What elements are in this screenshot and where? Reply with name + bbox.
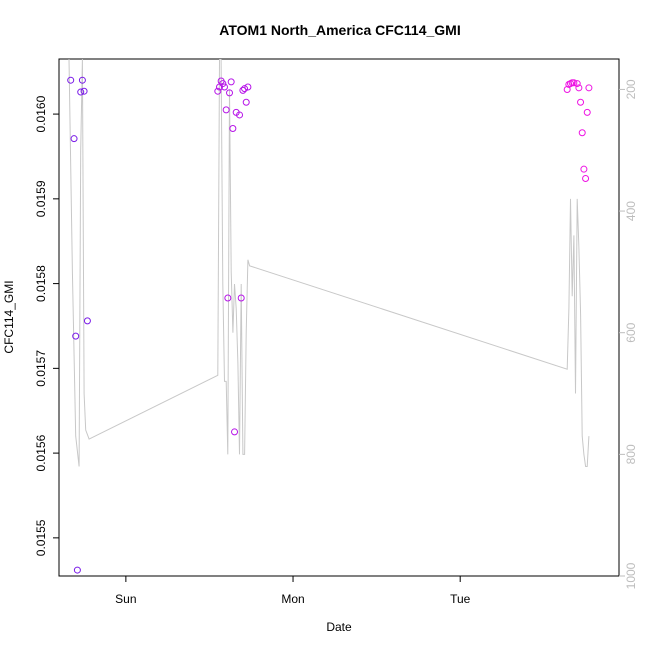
data-point-35 [580, 165, 588, 173]
y-tick-label-2: 0.0157 [34, 350, 48, 387]
data-point-2 [72, 332, 80, 340]
chart-points-layer [67, 76, 593, 574]
data-point-12 [220, 83, 228, 91]
data-point-16 [227, 78, 235, 86]
chart-title: ATOM1 North_America CFC114_GMI [219, 22, 460, 38]
x-tick-label-1: Mon [281, 592, 304, 606]
data-point-32 [575, 84, 583, 92]
y-tick-label-1: 0.0156 [34, 434, 48, 471]
y-tick-label-3: 0.0158 [34, 265, 48, 302]
chart-axes: Sun Mon Tue 0.0155 0.0156 0.0157 0.0158 0.0159 0… [34, 79, 638, 606]
data-point-33 [577, 98, 585, 106]
pressure-line [68, 59, 590, 467]
plot-frame [58, 58, 620, 577]
data-point-14 [224, 294, 232, 302]
data-point-36 [582, 175, 590, 183]
data-point-20 [236, 111, 244, 119]
data-point-17 [229, 124, 237, 132]
y2-tick-label-2: 600 [624, 322, 638, 342]
y2-tick-label-3: 800 [624, 444, 638, 464]
y-tick-label-0: 0.0155 [34, 519, 48, 556]
data-point-8 [214, 87, 222, 95]
data-point-18 [231, 428, 239, 436]
y2-tick-label-4: 1000 [624, 562, 638, 589]
data-point-1 [70, 135, 78, 143]
data-point-3 [73, 566, 81, 574]
chart-line-layer [68, 59, 590, 467]
data-point-5 [78, 76, 86, 84]
data-point-34 [578, 129, 586, 137]
data-point-30 [570, 79, 578, 87]
x-tick-label-2: Tue [450, 592, 471, 606]
y2-tick-label-0: 200 [624, 79, 638, 99]
data-point-23 [241, 85, 249, 93]
data-point-7 [83, 317, 91, 325]
y-tick-label-4: 0.0159 [34, 180, 48, 217]
x-axis-label: Date [326, 620, 352, 634]
data-point-24 [242, 98, 250, 106]
data-point-21 [237, 294, 245, 302]
y-tick-label-5: 0.0160 [34, 95, 48, 132]
data-point-37 [583, 108, 591, 116]
data-point-15 [226, 89, 234, 97]
data-point-11 [219, 80, 227, 88]
data-point-25 [244, 83, 252, 91]
data-point-13 [222, 106, 230, 114]
data-point-4 [77, 88, 85, 96]
x-tick-label-0: Sun [115, 592, 136, 606]
data-point-38 [585, 84, 593, 92]
data-point-6 [80, 87, 88, 95]
y-axis-label: CFC114_GMI [2, 280, 16, 353]
data-point-31 [573, 80, 581, 88]
data-point-22 [239, 86, 247, 94]
y2-tick-label-1: 400 [624, 201, 638, 221]
data-point-0 [67, 76, 75, 84]
